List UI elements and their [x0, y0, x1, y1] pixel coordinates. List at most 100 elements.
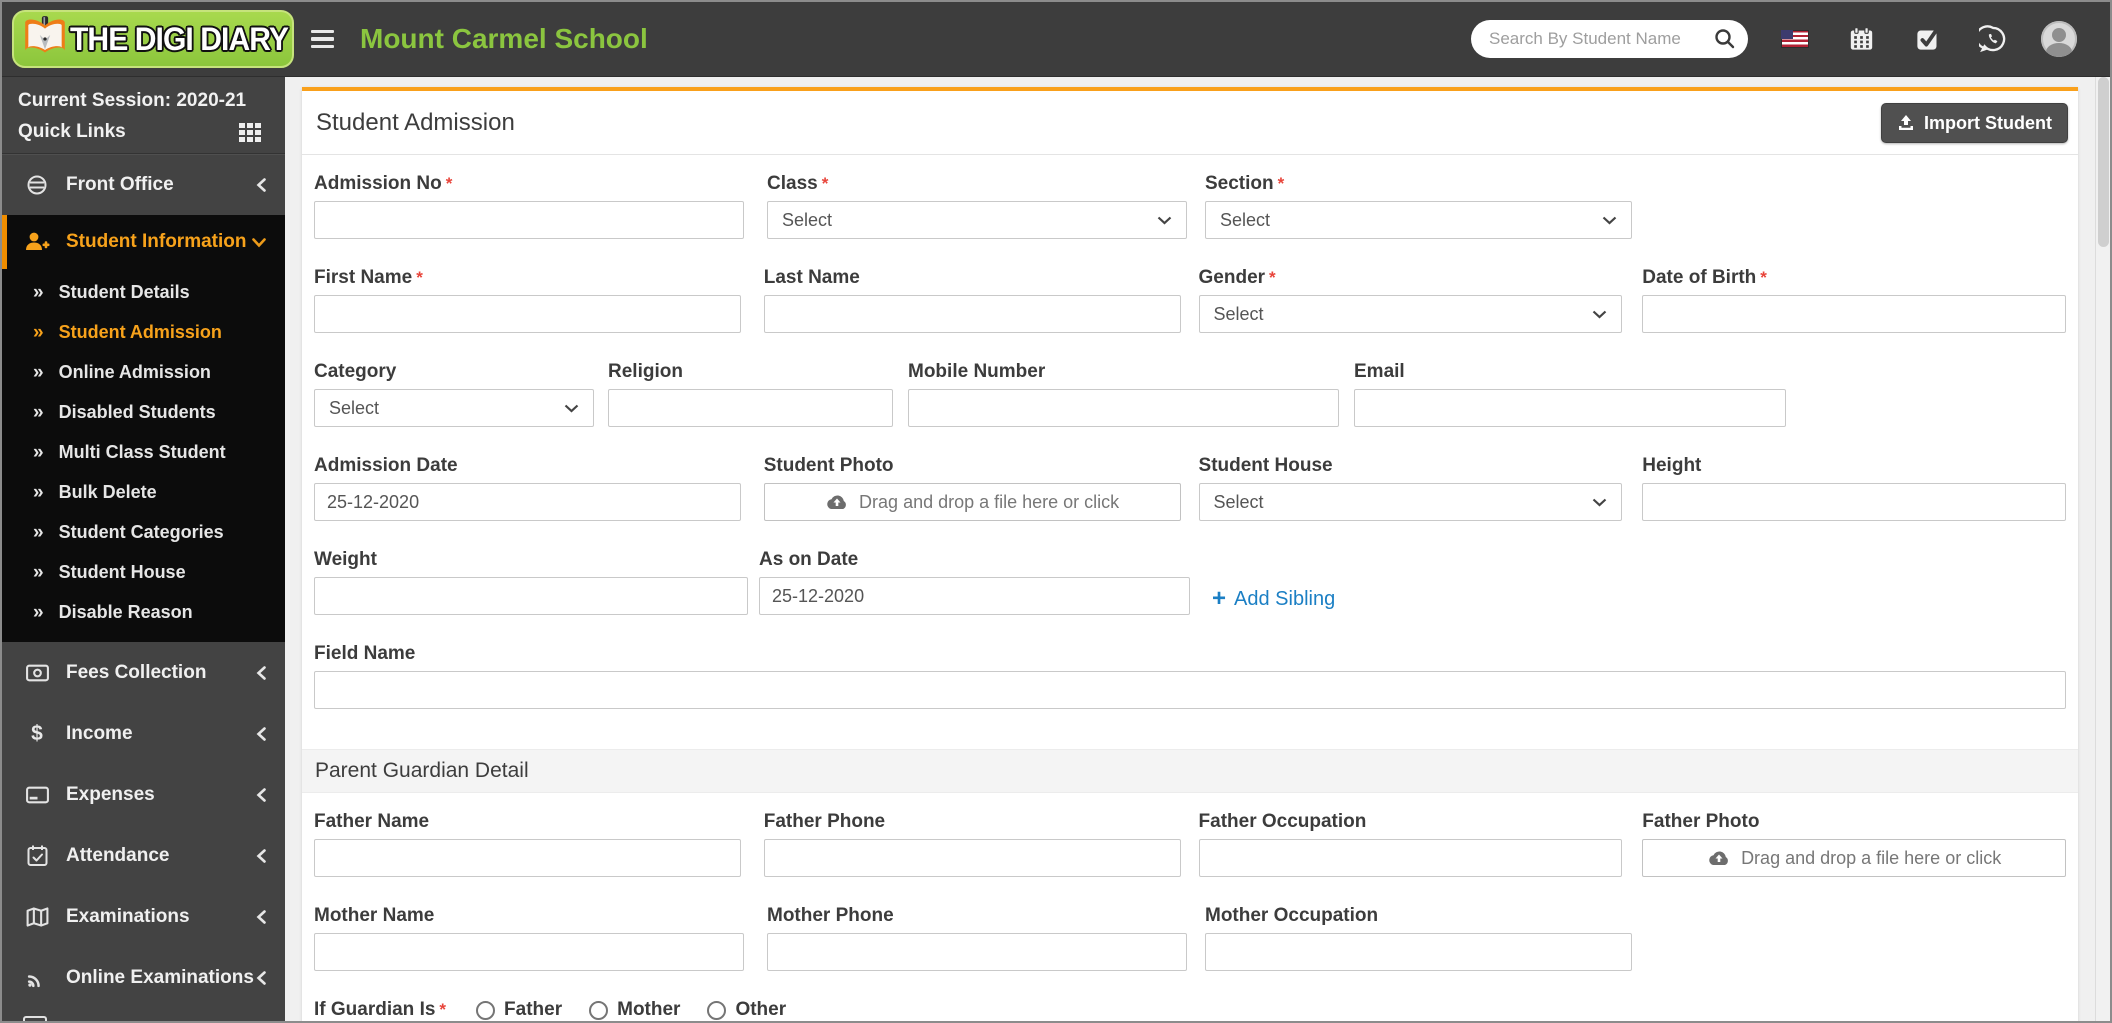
email-label: Email: [1354, 361, 1405, 382]
student-admission-form: Admission No * Class * Select Section *: [302, 173, 2078, 709]
submenu-arrow-icon: »: [33, 281, 44, 303]
credit-card-icon: [23, 784, 51, 806]
submenu-arrow-icon: »: [33, 401, 44, 423]
chevron-left-icon: [256, 177, 267, 193]
class-select[interactable]: Select: [767, 201, 1187, 239]
sidebar-item-examinations[interactable]: Examinations: [2, 886, 285, 947]
admission-no-input[interactable]: [314, 201, 744, 239]
chevron-left-icon: [256, 909, 267, 925]
sidebar: Current Session: 2020-21 Quick Links Fro…: [2, 77, 285, 1021]
scrollbar-thumb[interactable]: [2098, 77, 2109, 247]
student-information-section: Student Information » Student Details » St…: [2, 215, 285, 642]
father-phone-input[interactable]: [763, 839, 1181, 877]
father-occupation-input[interactable]: [1198, 839, 1623, 877]
sidebar-subitem-online-admission[interactable]: » Online Admission: [33, 361, 211, 383]
required-asterisk: *: [416, 268, 423, 287]
task-check-icon[interactable]: [1894, 26, 1960, 53]
import-student-button[interactable]: Import Student: [1881, 103, 2068, 143]
sidebar-subitem-student-categories[interactable]: » Student Categories: [33, 521, 224, 543]
student-photo-dropzone[interactable]: Drag and drop a file here or click: [763, 483, 1181, 521]
required-asterisk: *: [1277, 174, 1285, 193]
sidebar-item-fees-collection[interactable]: Fees Collection: [2, 642, 285, 703]
father-occupation-label: Father Occupation: [1198, 811, 1367, 832]
sidebar-subitem-student-house[interactable]: » Student House: [33, 561, 186, 583]
vertical-scrollbar[interactable]: [2095, 77, 2110, 1021]
field-name-label: Field Name: [314, 643, 416, 664]
sidebar-subitem-disabled-students[interactable]: » Disabled Students: [33, 401, 216, 423]
date-of-birth-label: Date of Birth *: [1642, 267, 1767, 288]
submenu-arrow-icon: »: [33, 521, 44, 543]
mother-name-input[interactable]: [314, 933, 744, 971]
guardian-radio-father[interactable]: Father: [476, 999, 562, 1021]
sidebar-item-attendance[interactable]: Attendance: [2, 825, 285, 886]
add-sibling-link[interactable]: + Add Sibling: [1212, 585, 1336, 612]
quick-links-grid-icon[interactable]: [239, 122, 261, 142]
height-input[interactable]: [1642, 483, 2067, 521]
guardian-radio-other[interactable]: Other: [707, 999, 786, 1021]
sidebar-item-front-office[interactable]: Front Office: [2, 154, 285, 215]
user-avatar[interactable]: [2026, 21, 2092, 57]
app-logo[interactable]: THE DIGI DIARY: [12, 10, 294, 68]
parent-guardian-section-header: Parent Guardian Detail: [302, 749, 2078, 793]
student-photo-label: Student Photo: [763, 455, 894, 476]
religion-input[interactable]: [608, 389, 893, 427]
email-input[interactable]: [1354, 389, 1786, 427]
religion-label: Religion: [608, 361, 683, 382]
map-book-icon: [23, 906, 51, 928]
class-label: Class *: [767, 173, 829, 194]
chevron-left-icon: [256, 848, 267, 864]
required-asterisk: *: [1269, 268, 1276, 287]
section-select[interactable]: Select: [1205, 201, 1632, 239]
search-icon[interactable]: [1714, 28, 1736, 50]
sidebar-item-student-information[interactable]: Student Information: [2, 215, 285, 269]
sidebar-subitem-disable-reason[interactable]: » Disable Reason: [33, 601, 193, 623]
whatsapp-icon[interactable]: [1960, 25, 2026, 53]
admission-date-input[interactable]: [314, 483, 741, 521]
gender-select[interactable]: Select: [1198, 295, 1623, 333]
calendar-icon[interactable]: [1828, 26, 1894, 53]
sidebar-item-online-examinations[interactable]: Online Examinations: [2, 947, 285, 1008]
sidebar-subitem-student-admission[interactable]: » Student Admission: [33, 321, 222, 343]
student-information-icon: [23, 230, 51, 254]
school-name: Mount Carmel School: [360, 23, 648, 54]
height-label: Height: [1642, 455, 1702, 476]
submenu-arrow-icon: »: [33, 321, 44, 343]
as-on-date-input[interactable]: [759, 577, 1190, 615]
if-guardian-is-label: If Guardian Is *: [314, 999, 447, 1020]
sidebar-item-partial: [2, 1008, 285, 1021]
mobile-number-input[interactable]: [908, 389, 1339, 427]
sidebar-subitem-student-details[interactable]: » Student Details: [33, 281, 190, 303]
field-name-input[interactable]: [314, 671, 2066, 709]
required-asterisk: *: [821, 174, 829, 193]
student-house-select[interactable]: Select: [1198, 483, 1623, 521]
submenu-arrow-icon: »: [33, 601, 44, 623]
first-name-input[interactable]: [314, 295, 741, 333]
calendar-check-icon: [23, 844, 51, 868]
guardian-radio-mother[interactable]: Mother: [589, 999, 680, 1021]
sidebar-item-income[interactable]: $ Income: [2, 703, 285, 764]
mother-name-label: Mother Name: [314, 905, 435, 926]
father-photo-dropzone[interactable]: Drag and drop a file here or click: [1642, 839, 2067, 877]
date-of-birth-input[interactable]: [1642, 295, 2067, 333]
sidebar-item-expenses[interactable]: Expenses: [2, 764, 285, 825]
category-label: Category: [314, 361, 397, 382]
mother-occupation-input[interactable]: [1205, 933, 1632, 971]
logo-text: THE DIGI DIARY: [70, 20, 289, 57]
sidebar-subitem-bulk-delete[interactable]: » Bulk Delete: [33, 481, 157, 503]
quick-links-label: Quick Links: [18, 121, 126, 142]
weight-input[interactable]: [314, 577, 748, 615]
radio-circle-icon: [589, 1000, 609, 1020]
mother-phone-input[interactable]: [767, 933, 1187, 971]
session-block: Current Session: 2020-21 Quick Links: [2, 77, 285, 154]
sidebar-subitem-multi-class-student[interactable]: » Multi Class Student: [33, 441, 226, 463]
mobile-number-label: Mobile Number: [908, 361, 1046, 382]
gender-label: Gender *: [1198, 267, 1276, 288]
search-input[interactable]: [1487, 28, 1714, 50]
father-name-input[interactable]: [314, 839, 741, 877]
menu-toggle-icon[interactable]: [311, 29, 334, 49]
last-name-input[interactable]: [763, 295, 1181, 333]
page-title: Student Admission: [316, 108, 515, 136]
language-flag-icon[interactable]: [1762, 30, 1828, 48]
submenu-arrow-icon: »: [33, 561, 44, 583]
category-select[interactable]: Select: [314, 389, 594, 427]
